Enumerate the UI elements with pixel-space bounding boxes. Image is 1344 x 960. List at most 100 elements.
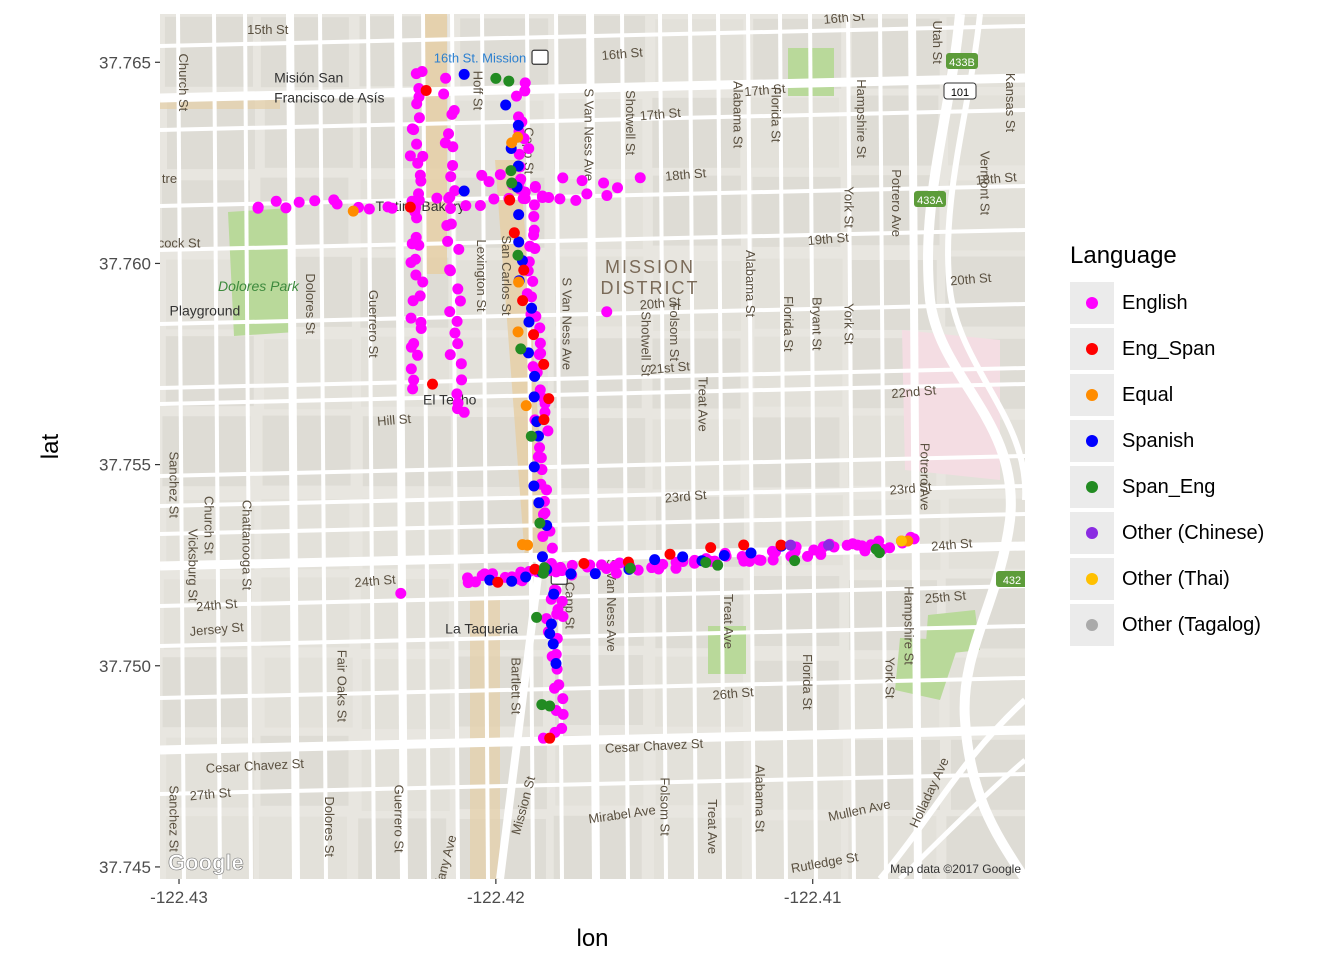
data-point — [517, 295, 529, 307]
street-label: 16th St — [823, 8, 866, 27]
data-point — [506, 575, 518, 587]
city-block — [652, 175, 741, 246]
data-point — [526, 291, 538, 303]
data-point — [523, 143, 535, 155]
y-tick-label: 37.745 — [99, 858, 151, 877]
data-point — [528, 199, 540, 211]
data-point — [458, 185, 470, 197]
city-block — [264, 339, 353, 410]
street-label: Cesar Chavez St — [605, 736, 704, 756]
data-point — [753, 554, 765, 566]
data-point — [522, 539, 534, 551]
poi-label: El Techo — [423, 391, 477, 407]
city-block — [264, 97, 353, 168]
data-point — [408, 374, 420, 386]
data-point — [452, 283, 464, 295]
data-point — [415, 175, 427, 187]
axes: -122.43 -122.42 -122.41 37.765 37.760 37.755 3… — [37, 53, 842, 952]
data-point — [895, 535, 907, 547]
data-point — [610, 567, 622, 579]
street-label: 24th St — [195, 596, 238, 615]
street-line — [318, 14, 328, 879]
city-block — [753, 820, 842, 879]
street-label: Hoff St — [471, 71, 486, 111]
bart-station-icon — [531, 49, 549, 65]
data-point — [445, 171, 457, 183]
data-point — [474, 200, 486, 212]
data-point — [528, 329, 540, 341]
data-point — [270, 195, 282, 207]
data-point — [500, 99, 512, 111]
street-label: Cesar Chavez St — [205, 756, 304, 776]
legend-key — [1070, 558, 1114, 600]
data-point — [451, 388, 463, 400]
data-point — [677, 551, 689, 563]
y-tick-label: 37.760 — [99, 254, 151, 273]
street-label: Potrero Ave — [917, 443, 932, 511]
data-point — [528, 210, 540, 222]
data-point — [513, 209, 525, 221]
highway-ramp — [898, 758, 1025, 879]
exit-badge — [946, 53, 978, 69]
data-point — [443, 128, 455, 140]
data-point — [557, 708, 569, 720]
legend-item: Eng_Span — [1070, 326, 1320, 372]
data-point — [624, 562, 636, 574]
data-point — [444, 349, 456, 361]
map-attribution: Map data ©2017 Google — [890, 862, 1021, 876]
data-point — [407, 295, 419, 307]
street-label: S Van Ness Ave — [559, 277, 574, 370]
legend-item: Other (Chinese) — [1070, 510, 1320, 556]
city-block — [948, 180, 1025, 251]
street-line — [878, 14, 888, 879]
data-point — [512, 326, 524, 338]
data-point — [536, 190, 548, 202]
street-label: 21st St — [649, 358, 691, 377]
data-point — [513, 148, 525, 160]
data-point — [252, 201, 264, 213]
street-label: Treat Ave — [721, 594, 736, 649]
data-point — [405, 363, 417, 375]
legend-item: Equal — [1070, 372, 1320, 418]
data-point — [744, 555, 756, 567]
data-point — [785, 539, 797, 551]
street-line — [808, 14, 818, 879]
city-block — [848, 580, 937, 651]
data-point — [476, 169, 488, 181]
legend-swatch — [1086, 343, 1098, 355]
data-point — [549, 682, 561, 694]
highway-label: 101 — [951, 87, 969, 99]
street-label: Folsom St — [667, 303, 682, 362]
street-line — [212, 14, 222, 879]
street-line — [746, 14, 756, 879]
data-point — [557, 693, 569, 705]
park-area — [895, 638, 960, 700]
street-label: Kansas St — [1003, 73, 1018, 133]
legend-swatch — [1086, 527, 1098, 539]
data-point — [529, 370, 541, 382]
y-axis-title: lat — [37, 434, 64, 460]
data-point — [458, 406, 470, 418]
data-point — [488, 193, 500, 205]
data-point — [447, 159, 459, 171]
street-label: Treat Ave — [705, 799, 720, 854]
city-block — [260, 17, 349, 88]
legend-title: Language — [1070, 242, 1177, 269]
street-label: 24th St — [354, 572, 397, 591]
street-label: S Van Ness Ave — [604, 559, 619, 652]
legend-item: Other (Tagalog) — [1070, 602, 1320, 648]
street-line — [480, 14, 490, 879]
street-label: 26th St — [712, 684, 755, 703]
street-label: 17th St — [744, 81, 787, 100]
data-point — [412, 349, 424, 361]
google-logo: Google — [168, 850, 244, 875]
data-point — [431, 192, 443, 204]
city-block — [754, 739, 843, 810]
city-block — [362, 416, 451, 487]
data-point — [556, 595, 568, 607]
street-label: 27th St — [189, 785, 232, 804]
legend-swatch — [1086, 573, 1098, 585]
data-point — [518, 264, 530, 276]
city-block — [751, 417, 840, 488]
data-point — [543, 393, 555, 405]
